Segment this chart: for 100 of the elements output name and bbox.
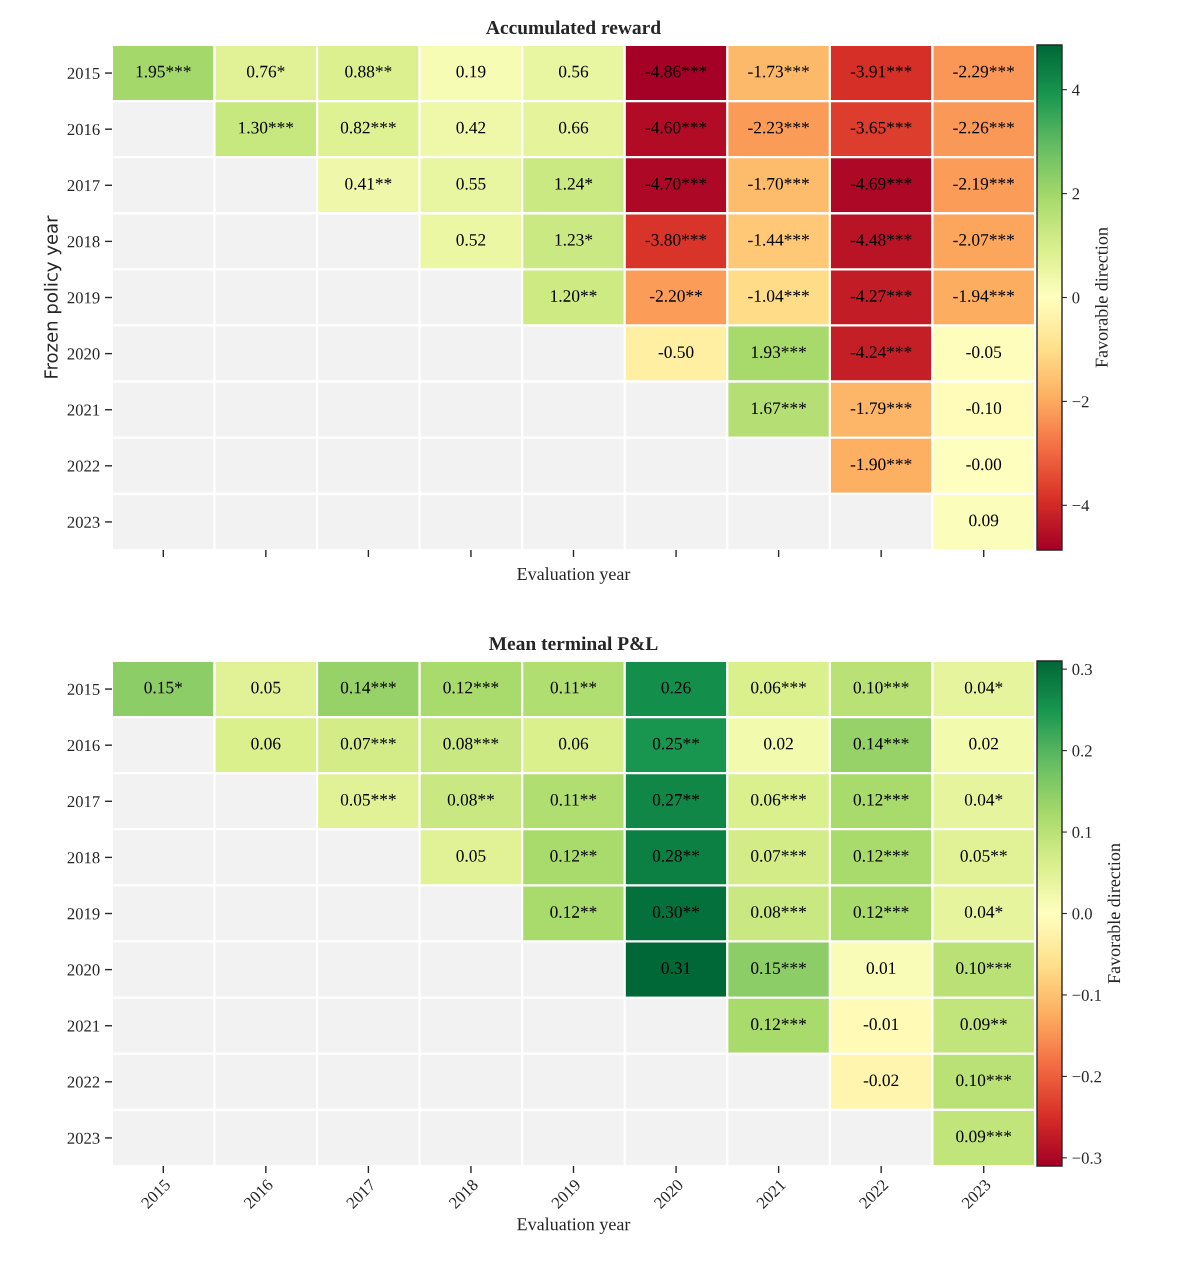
data-label: 1.20** [551,290,597,302]
color-bar-label: −0.1 [1072,989,1101,1001]
data-label: 0.12*** [853,906,909,918]
data-label: -4.86*** [645,65,707,78]
y-tick-label: 2018 [67,852,100,864]
data-label: 0.02 [764,737,793,750]
data-label: 0.07*** [751,850,806,862]
data-label: 0.05 [456,850,486,862]
color-bar-title: Favorable direction [1095,227,1108,368]
data-label: 1.24* [555,177,593,190]
y-axis-title: Frozen policy year [43,215,62,378]
data-label: 0.52 [456,234,486,246]
data-label: 0.07*** [340,737,396,750]
data-label: 0.10*** [956,1074,1012,1087]
data-label: -0.01 [863,1018,899,1031]
data-label: 0.66 [558,121,589,134]
data-label: 0.27** [652,793,700,806]
data-label: -0.05 [966,346,1002,359]
chart-title: Accumulated reward [486,20,661,35]
data-label: -0.50 [658,346,694,359]
data-label: 0.06*** [751,793,806,806]
y-tick-label: 2019 [67,908,100,920]
data-label: -3.65*** [850,121,912,134]
color-bar-label: −4 [1072,500,1090,512]
data-label: 0.25** [652,737,700,750]
data-label: -4.70*** [645,177,707,190]
data-label: 1.67*** [751,402,806,415]
data-label: 0.12*** [443,681,499,694]
data-label: 0.26 [661,681,691,694]
data-label: 0.10*** [853,681,909,694]
data-label: -2.07*** [953,234,1014,246]
data-label: -1.70*** [748,177,809,190]
data-label: 0.88** [345,65,392,78]
y-tick-label: 2017 [67,179,100,192]
data-label: -2.23*** [748,121,809,134]
data-label: 0.09 [969,514,999,527]
data-label: 0.12*** [853,850,909,862]
y-tick-label: 2017 [67,795,100,808]
data-label: 0.56 [558,65,589,78]
y-tick-label: 2015 [67,67,100,79]
data-label: 0.41** [345,177,392,190]
data-label: -4.27*** [850,290,912,302]
data-label: 0.15* [144,681,182,694]
data-label: 0.05 [251,681,281,694]
y-tick-label: 2015 [67,683,100,695]
data-label: -3.80*** [645,234,707,246]
data-label: -2.19*** [953,177,1014,190]
data-label: 0.01 [866,962,896,975]
data-label: 0.08** [447,793,494,806]
data-label: -3.91*** [850,65,912,78]
data-label: 0.09*** [956,1130,1012,1143]
data-label: 0.04* [964,906,1003,918]
color-bar-label: 0.0 [1072,908,1092,920]
data-label: 0.55 [456,177,486,190]
y-tick-label: 2020 [67,964,100,976]
data-label: -1.90*** [850,458,912,471]
data-label: 1.95*** [136,65,191,78]
color-bar-label: 0.1 [1072,826,1092,839]
data-label: -1.79*** [850,402,912,415]
data-label: 0.04* [964,681,1003,694]
y-tick-label: 2018 [67,236,100,248]
data-label: 0.11** [550,793,597,806]
data-label: 0.06 [251,737,281,750]
data-label: 0.06*** [751,681,806,694]
data-label: 0.04* [964,793,1003,806]
y-tick-label: 2021 [67,1020,100,1032]
data-label: -2.26*** [953,121,1014,134]
data-label: 0.05*** [340,793,396,806]
y-tick-label: 2016 [67,123,100,136]
data-label: 0.08*** [751,906,806,918]
data-label: -2.20** [649,290,702,302]
data-label: 0.14*** [340,681,396,694]
data-label: 0.12*** [853,793,909,806]
color-bar-title: Favorable direction [1107,843,1121,984]
data-label: 0.12** [550,850,597,862]
data-label: -0.10 [966,402,1002,415]
data-label: 0.19 [456,65,486,78]
data-label: 0.14*** [853,737,909,750]
x-axis-title: Evaluation year [517,1217,631,1235]
data-label: -1.73*** [748,65,809,78]
data-label: -2.29*** [953,65,1014,78]
color-bar-label: −2 [1072,396,1089,408]
data-label: -1.44*** [748,234,809,246]
data-label: -1.04*** [748,290,809,302]
chart-title: Mean terminal P&L [489,636,658,651]
data-label: 0.82*** [340,121,396,134]
data-label: -4.69*** [850,177,912,190]
data-label: -4.48*** [850,234,912,246]
data-label: 1.30*** [239,121,294,134]
data-label: 0.76* [246,65,285,78]
color-bar-label: 0 [1072,292,1080,304]
data-label: 0.31 [661,962,691,975]
data-label: -1.94*** [953,290,1014,302]
data-label: 0.02 [969,737,998,750]
data-label: -4.24*** [850,346,912,359]
data-label: 0.42 [456,121,486,134]
data-label: 0.30** [652,906,700,918]
data-label: -0.00 [966,458,1002,471]
data-label: 0.10*** [956,962,1012,975]
y-tick-label: 2021 [67,404,100,416]
